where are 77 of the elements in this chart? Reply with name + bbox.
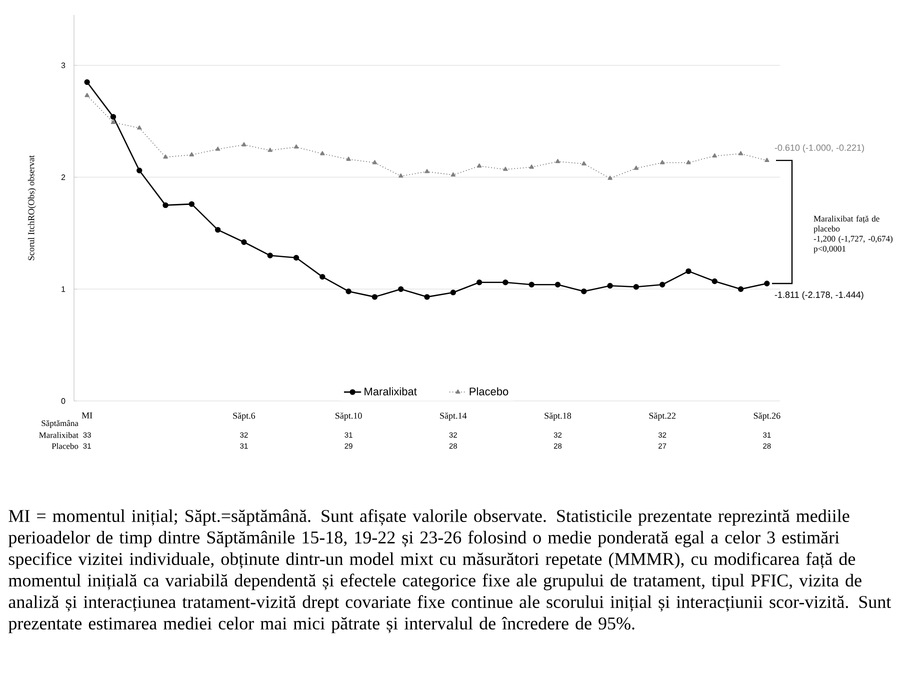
point: [162, 202, 168, 208]
point: [686, 268, 692, 274]
point: [581, 288, 587, 294]
point: [241, 239, 247, 245]
x-axis-title: Săptămâna: [42, 420, 78, 428]
y-tick-label: 1: [62, 286, 66, 292]
point: [660, 160, 665, 164]
x-tick-label: Săpt.14: [440, 412, 467, 421]
point: [738, 286, 744, 292]
point: [84, 79, 90, 85]
point: [293, 254, 300, 261]
point: [346, 288, 352, 294]
legend-label: Maralixibat: [364, 387, 417, 396]
point: [424, 168, 430, 174]
point: [372, 160, 378, 164]
point: [476, 163, 482, 168]
point: [450, 290, 456, 296]
point: [712, 153, 717, 158]
point: [372, 294, 378, 300]
point: [608, 176, 612, 180]
point: [476, 280, 482, 286]
y-tick-label: 0: [61, 398, 66, 404]
point: [346, 156, 351, 161]
point: [738, 151, 744, 156]
point: [294, 144, 299, 149]
text: p<0,0001: [814, 246, 846, 254]
point: [764, 158, 770, 162]
point: [163, 154, 168, 159]
point: [450, 172, 456, 177]
point: [502, 280, 508, 286]
point: [686, 160, 691, 164]
point: [634, 166, 639, 170]
point: [398, 286, 404, 292]
point: [582, 161, 586, 166]
x-tick-label: Săpt.6: [233, 412, 256, 421]
point: [503, 166, 508, 171]
point: [84, 92, 90, 98]
point: [110, 120, 116, 124]
x-tick-label: Săpt.22: [649, 412, 676, 421]
x-tick-label: Săpt.18: [544, 412, 572, 421]
x-tick-label: Săpt.26: [754, 412, 780, 421]
point: [555, 158, 560, 164]
point: [607, 282, 613, 289]
point: [320, 151, 325, 156]
point: [398, 173, 404, 178]
point: [110, 114, 116, 120]
text: Maralixibat față de placebo: [814, 216, 880, 234]
point: [659, 282, 666, 288]
point: [528, 282, 534, 288]
point: [242, 142, 246, 146]
y-axis-title: Scorul ItchRO(Obs) observat: [28, 155, 36, 260]
point: [633, 284, 640, 290]
point: [215, 146, 220, 151]
annotation: -0.610 (-1.000, -0.221): [774, 144, 864, 153]
x-tick-label: MI: [82, 412, 92, 418]
legend-label: Placebo: [470, 387, 508, 396]
point: [268, 148, 272, 152]
annotation: -1.811 (-2.178, -1.444): [774, 291, 864, 300]
point: [267, 252, 273, 258]
text: -1,200 (-1,727, -0,674): [814, 236, 892, 244]
point: [712, 278, 718, 284]
point: [214, 226, 221, 233]
point: [189, 152, 194, 156]
point: [320, 274, 326, 280]
point: [188, 201, 195, 207]
x-tick-label: Săpt.10: [336, 412, 362, 421]
point: [136, 168, 142, 174]
point: [529, 164, 534, 169]
point: [424, 294, 430, 300]
text: MI = momentul inițial; Săpt.=săptămână. Sunt afișate valorile observate. Statisticile prezentate reprezintă mediile perioadelor de timp dintre Săptămânile 15-18, 19-22 și 23-26 folosind o medie ponderată egal a celor 3 estimări specifice vizitei individuale, obținute dintr-un model mixt cu măsurători repetate (MMMR), cu modificarea față de momentul inițială ca variabilă dependentă și efectele categorice fixe ale grupului de tratament, tipul PFIC, vizita de analiză și interacțiunea tratament-vizită drept covariate fixe continue ale scorului inițial și interacțiunii scor-vizită. Sunt prezentate estimarea mediei celor mai mici pătrate și intervalul de încredere de 95%.: [8, 509, 892, 634]
point: [137, 125, 142, 130]
y-tick-label: 3: [61, 62, 66, 68]
point: [554, 282, 561, 288]
text: Maralixibat: [39, 432, 78, 438]
text: Placebo: [52, 442, 78, 449]
y-tick-label: 2: [61, 174, 66, 180]
point: [764, 280, 770, 286]
